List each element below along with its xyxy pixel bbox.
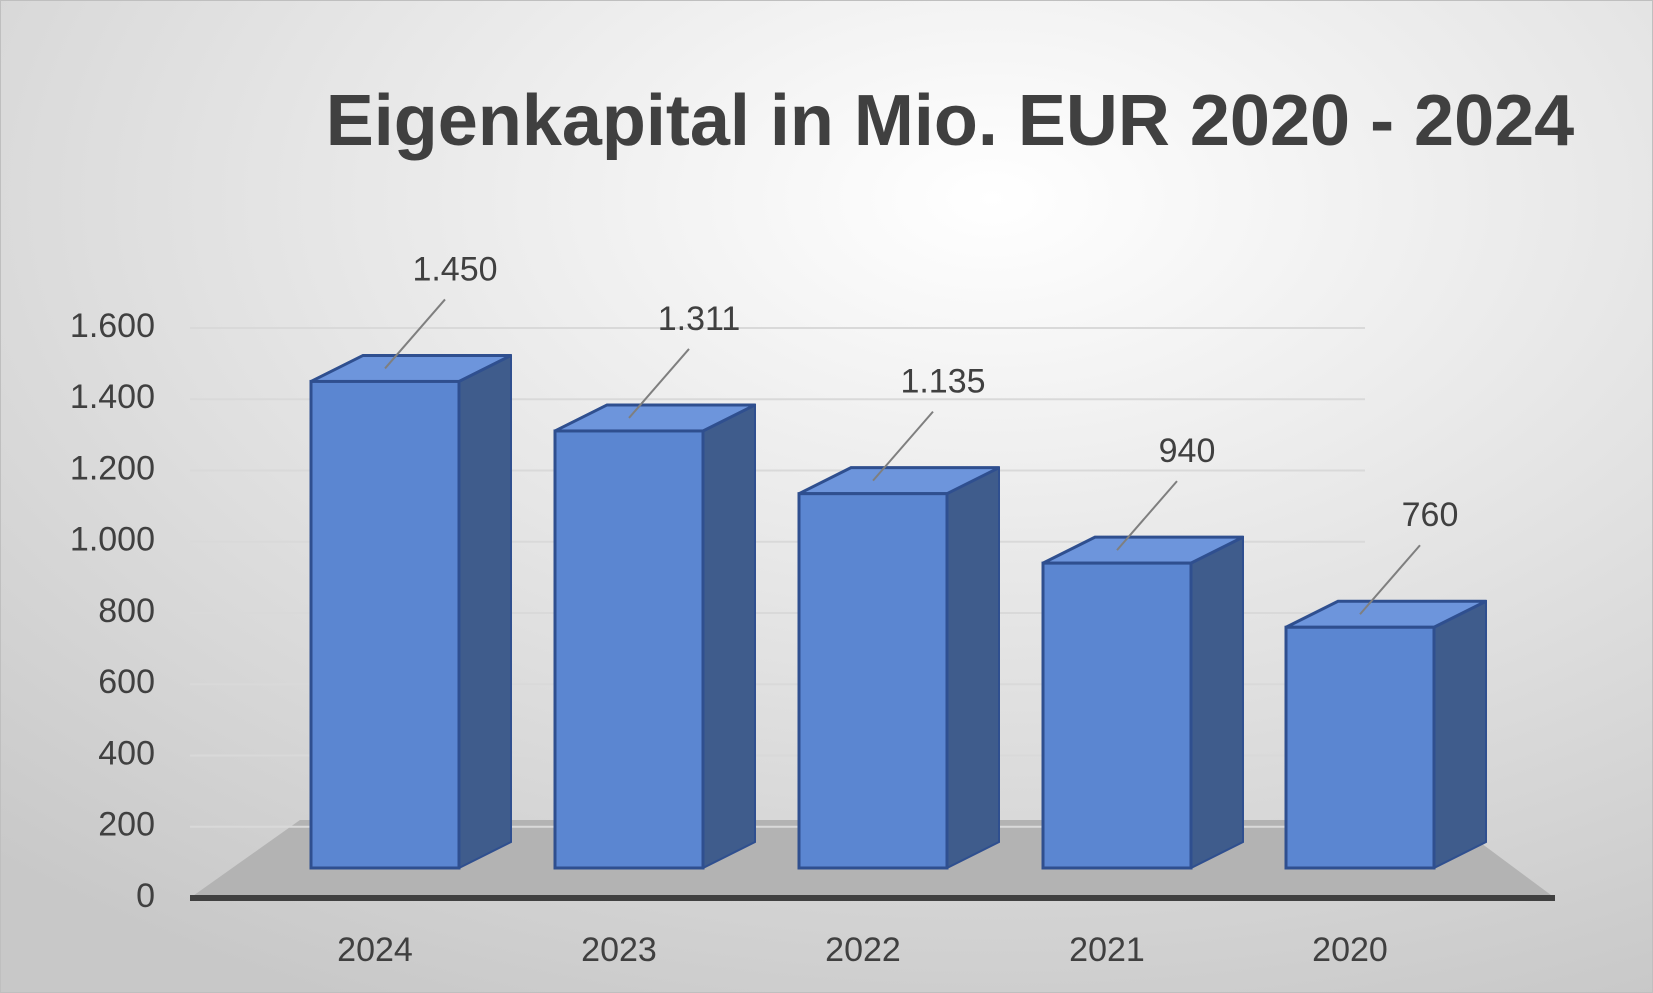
leader-line	[1116, 480, 1178, 551]
chart-title: Eigenkapital in Mio. EUR 2020 - 2024	[326, 81, 1574, 161]
bar	[1041, 561, 1193, 870]
y-tick-label: 400	[98, 734, 155, 772]
y-tick-label: 200	[98, 806, 155, 844]
bar	[1284, 625, 1436, 870]
leader-line	[384, 298, 446, 370]
y-tick-label: 1.200	[70, 449, 155, 487]
y-tick-label: 1.600	[70, 307, 155, 345]
x-tick-label: 2022	[825, 931, 901, 969]
y-tick-label: 800	[98, 592, 155, 630]
bar-side	[1190, 535, 1244, 870]
leader-line	[872, 411, 934, 482]
data-label: 1.450	[412, 250, 497, 288]
y-tick-label: 1.000	[70, 521, 155, 559]
bar-side	[702, 403, 756, 870]
data-label: 760	[1402, 496, 1459, 534]
bar-side	[946, 466, 1000, 870]
y-tick-label: 0	[136, 877, 155, 915]
data-label: 940	[1159, 432, 1216, 470]
data-label: 1.135	[900, 363, 985, 401]
leader-line	[628, 348, 690, 419]
bar-side	[1433, 599, 1487, 870]
bar-side	[458, 353, 512, 870]
y-tick-label: 1.400	[70, 378, 155, 416]
bar	[553, 429, 705, 870]
bar	[797, 492, 949, 870]
x-tick-label: 2020	[1312, 931, 1388, 969]
y-tick-label: 600	[98, 663, 155, 701]
x-tick-label: 2021	[1069, 931, 1145, 969]
data-label: 1.311	[658, 300, 741, 338]
x-tick-label: 2023	[581, 931, 657, 969]
bar	[309, 379, 461, 870]
leader-line	[1359, 544, 1421, 615]
x-tick-label: 2024	[337, 931, 413, 969]
